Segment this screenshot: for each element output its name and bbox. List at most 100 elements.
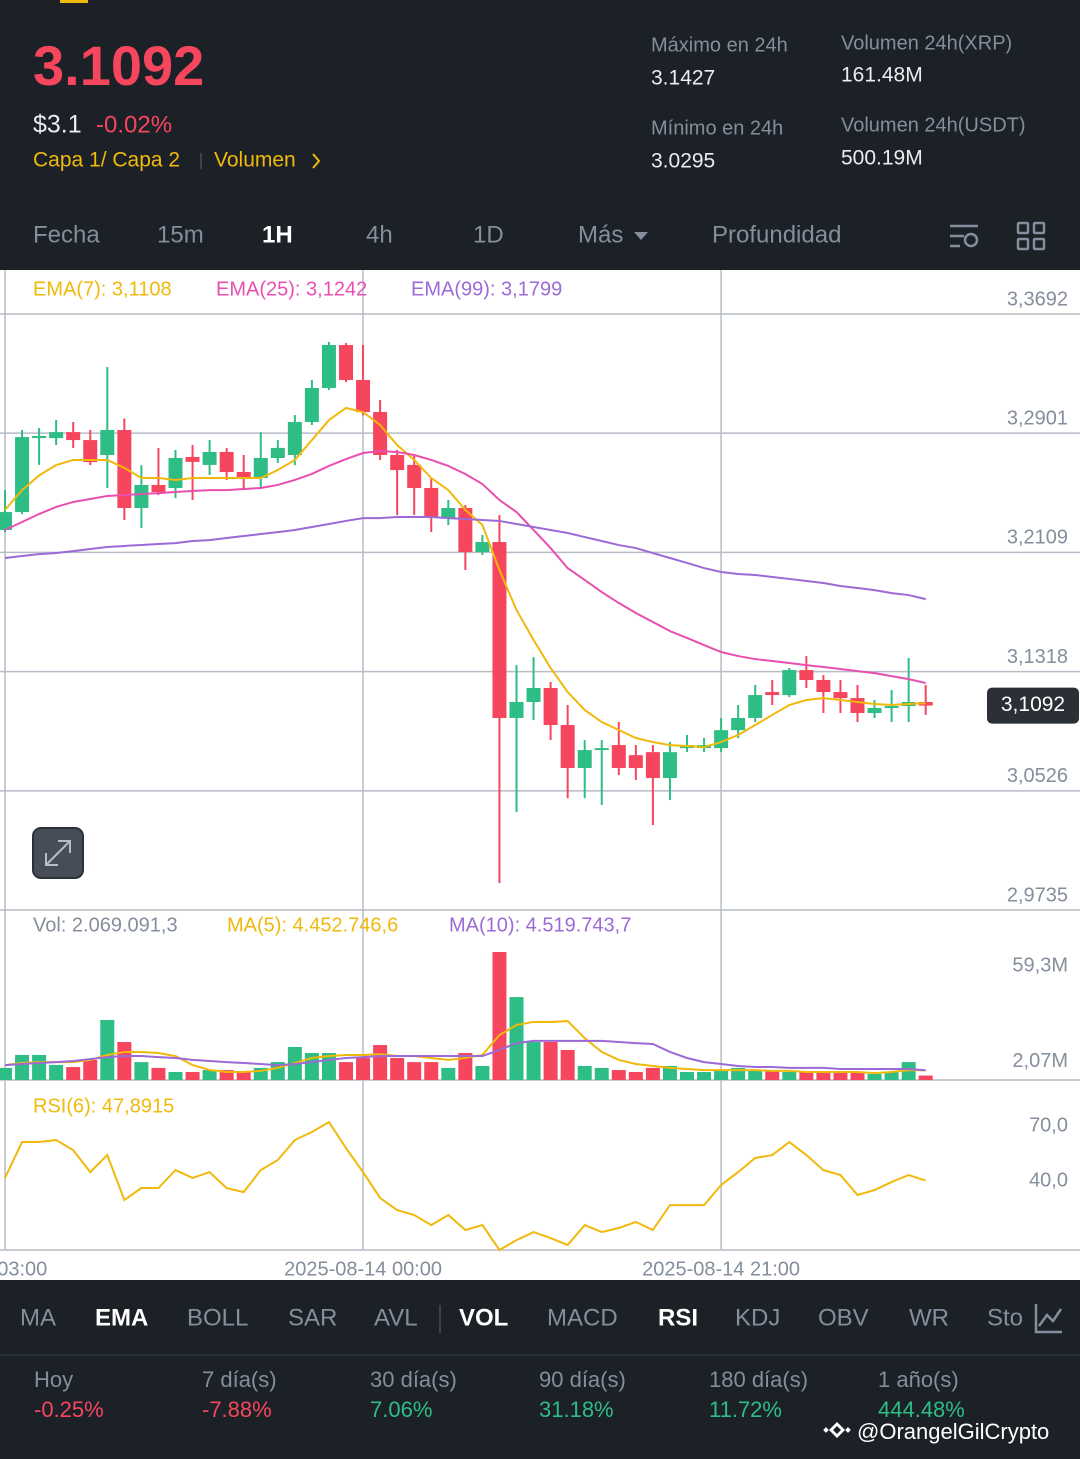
indicator[interactable]: MACD	[547, 1304, 618, 1331]
volume-bar	[424, 1062, 439, 1080]
candle-body	[287, 421, 302, 455]
candle-body	[202, 451, 217, 465]
period-change: 444.48%	[878, 1397, 965, 1422]
indicator[interactable]: OBV	[818, 1304, 869, 1331]
candle-body	[799, 670, 814, 681]
volume-bar	[526, 1042, 541, 1080]
tab[interactable]: 15m	[157, 221, 204, 248]
period: 7 día(s)	[202, 1367, 277, 1392]
period-change: 31.18%	[539, 1397, 614, 1422]
tab[interactable]: 1D	[473, 221, 504, 248]
candle-body	[782, 670, 797, 696]
y-tick-label: 40,0	[1029, 1169, 1068, 1191]
footer-bg	[0, 1280, 1080, 1459]
volume-link[interactable]: Volumen	[214, 149, 296, 172]
volume-bar	[185, 1072, 200, 1080]
expand-button[interactable]	[32, 827, 84, 879]
stat-value: 3.0295	[651, 150, 715, 173]
price-tag-label: 3,1092	[1001, 693, 1065, 716]
indicator[interactable]: Sto	[987, 1304, 1023, 1331]
volume-bar	[867, 1073, 882, 1080]
indicator-line	[4, 1120, 927, 1252]
indicator[interactable]: BOLL	[187, 1304, 248, 1331]
volume-bar	[475, 1065, 490, 1080]
candle-body	[560, 725, 575, 768]
candle-body	[611, 745, 626, 768]
legend-entry: EMA(99): 3,1799	[411, 278, 562, 300]
candle-body	[15, 437, 30, 513]
indicator[interactable]: WR	[909, 1304, 949, 1331]
candle-body	[339, 345, 353, 380]
indicator[interactable]: AVL	[374, 1304, 418, 1331]
header-bg	[0, 0, 1080, 270]
indicator[interactable]: SAR	[288, 1304, 337, 1331]
candle-body	[424, 487, 439, 518]
volume-bar	[32, 1054, 47, 1080]
tag-link[interactable]: Capa 1/ Capa 2	[33, 149, 180, 172]
period-change: 11.72%	[709, 1397, 782, 1422]
volume-bar	[833, 1072, 848, 1080]
settings-icon[interactable]	[950, 224, 979, 248]
candle-body	[662, 752, 677, 779]
legend-entry: Vol: 2.069.091,3	[33, 914, 178, 936]
tab[interactable]: 4h	[366, 221, 393, 248]
volume-bar	[168, 1072, 183, 1080]
candle-body	[407, 464, 422, 488]
tab[interactable]: Fecha	[33, 221, 100, 248]
volume-bar	[799, 1072, 814, 1080]
volume-bar	[697, 1072, 712, 1080]
chart-settings-icon[interactable]	[1034, 1304, 1063, 1334]
candle-body	[219, 451, 234, 472]
volume-bar	[884, 1072, 899, 1080]
legend-entry: MA(5): 4.452.746,6	[227, 914, 398, 936]
legend-entry: EMA(7): 3,1108	[33, 278, 172, 300]
candle-body	[253, 457, 268, 479]
x-tick-label: -13 03:00	[0, 1258, 47, 1280]
stat-label: Volumen 24h(USDT)	[841, 114, 1026, 136]
candle-body	[867, 708, 882, 713]
indicator[interactable]: EMA	[95, 1304, 148, 1331]
period: 90 día(s)	[539, 1367, 626, 1392]
legend-entry: MA(10): 4.519.743,7	[449, 914, 631, 936]
price-change: -0.02%	[96, 111, 172, 138]
volume-bar	[66, 1067, 81, 1080]
tab[interactable]: Más	[578, 221, 623, 248]
stat-value: 161.48M	[841, 64, 923, 87]
watermark-logo	[823, 1422, 851, 1438]
price-tag	[987, 687, 1079, 724]
y-tick-label: 59,3M	[1012, 954, 1068, 976]
layout-icon[interactable]	[1016, 221, 1046, 251]
indicator[interactable]: KDJ	[735, 1304, 780, 1331]
candle-body	[833, 692, 848, 699]
y-tick-label: 3,0526	[1007, 765, 1068, 787]
indicator[interactable]: MA	[20, 1304, 56, 1331]
candle-body	[765, 692, 780, 696]
volume-bar	[134, 1062, 149, 1080]
candle-body	[543, 687, 558, 726]
volume-bar	[662, 1065, 677, 1080]
stat-value: 500.19M	[841, 147, 923, 170]
volume-bar	[100, 1019, 115, 1080]
stat-label: Máximo en 24h	[651, 34, 788, 56]
candle-body	[304, 387, 319, 422]
period-change: -0.25%	[34, 1397, 104, 1422]
candle-body	[270, 447, 285, 458]
indicator[interactable]: RSI	[658, 1304, 698, 1331]
volume-bar	[509, 997, 524, 1080]
volume-bar	[918, 1075, 933, 1080]
volume-bar	[151, 1067, 166, 1080]
candle-body	[492, 542, 507, 718]
x-tick-label: 2025-08-14 00:00	[284, 1258, 442, 1280]
volume-bar	[782, 1072, 797, 1080]
period: 30 día(s)	[370, 1367, 457, 1392]
volume-bar	[714, 1070, 729, 1080]
fiat-price: $3.1	[33, 111, 82, 139]
volume-bar	[407, 1062, 422, 1080]
tab[interactable]: 1H	[262, 221, 293, 248]
indicator-line	[4, 450, 926, 684]
indicator[interactable]: VOL	[459, 1304, 508, 1331]
candle-body	[390, 454, 405, 471]
stat-value: 3.1427	[651, 67, 715, 90]
tab[interactable]: Profundidad	[712, 221, 841, 248]
